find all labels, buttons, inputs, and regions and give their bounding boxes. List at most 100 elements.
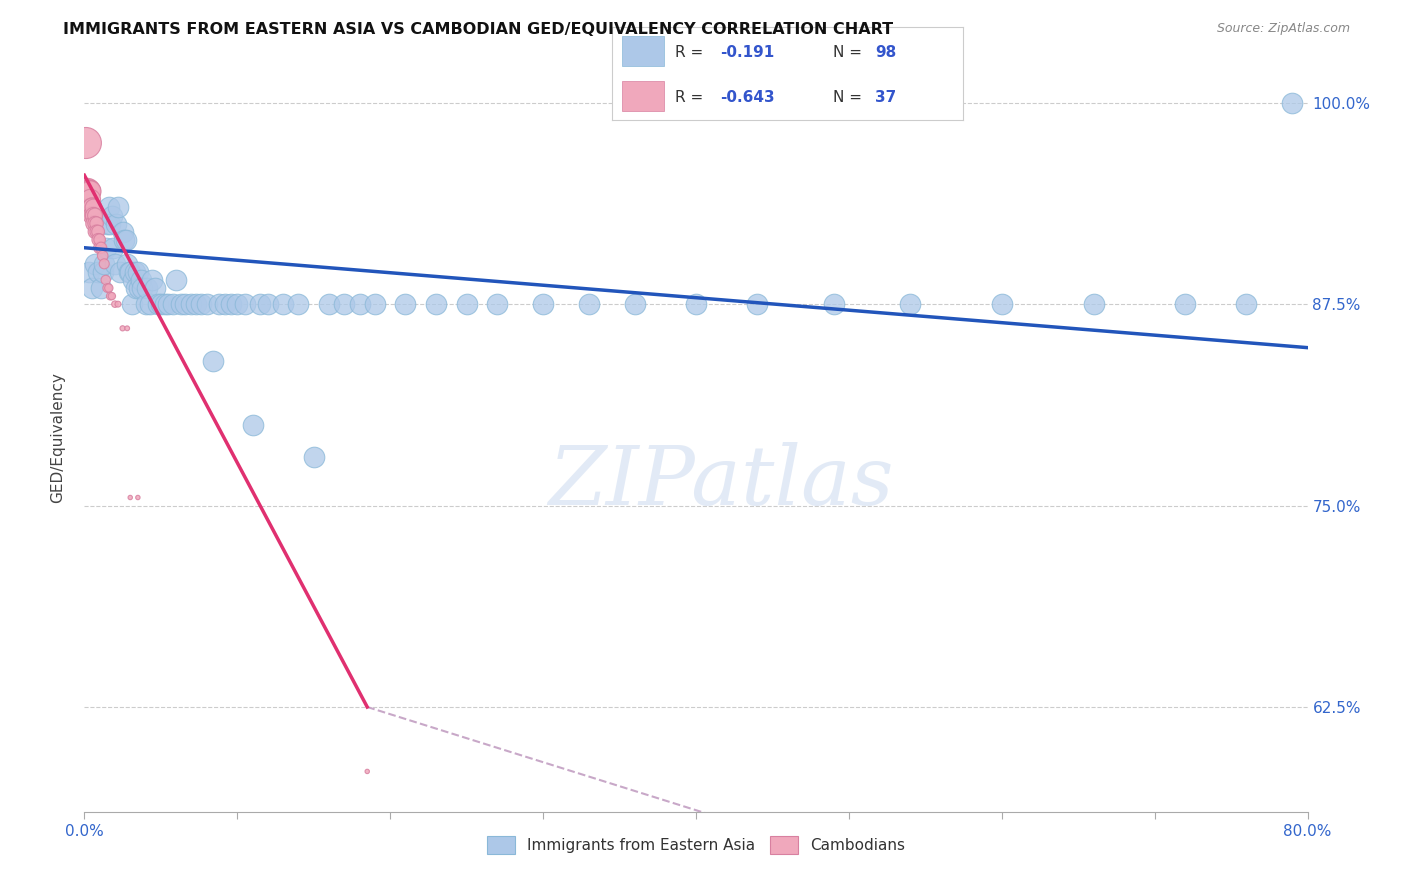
Legend: Immigrants from Eastern Asia, Cambodians: Immigrants from Eastern Asia, Cambodians [481, 830, 911, 860]
Point [129, 273, 152, 287]
Point [823, 297, 845, 311]
Point [84, 257, 107, 271]
Point [120, 491, 142, 505]
Point [135, 297, 157, 311]
Point [80, 201, 103, 215]
Text: IMMIGRANTS FROM EASTERN ASIA VS CAMBODIAN GED/EQUIVALENCY CORRELATION CHART: IMMIGRANTS FROM EASTERN ASIA VS CAMBODIA… [63, 22, 893, 37]
Point [107, 201, 129, 215]
Point [128, 281, 150, 295]
Point [114, 233, 136, 247]
Bar [621, 36, 665, 66]
Point [233, 297, 256, 311]
Point [219, 297, 242, 311]
Point [84, 209, 107, 223]
Point [747, 297, 769, 311]
Point [214, 297, 236, 311]
Point [302, 450, 325, 465]
Point [89, 241, 111, 255]
Point [87, 265, 110, 279]
Point [94, 273, 117, 287]
Y-axis label: GED/Equivalency: GED/Equivalency [51, 372, 66, 502]
Point [91, 265, 114, 279]
Point [101, 209, 124, 223]
Point [115, 257, 138, 271]
Point [146, 297, 169, 311]
Point [83, 201, 105, 215]
Point [97, 201, 120, 215]
Point [87, 225, 110, 239]
Point [121, 297, 143, 311]
Point [155, 297, 177, 311]
Point [94, 241, 117, 255]
Point [333, 297, 356, 311]
Point [898, 297, 921, 311]
Point [107, 297, 129, 311]
Point [80, 209, 103, 223]
Point [111, 321, 134, 335]
Point [90, 241, 112, 255]
Point [349, 297, 371, 311]
Point [101, 289, 124, 303]
Point [77, 265, 100, 279]
Point [1083, 297, 1105, 311]
Point [201, 353, 224, 368]
Point [208, 297, 231, 311]
Point [425, 297, 447, 311]
Point [122, 273, 145, 287]
Text: -0.191: -0.191 [721, 45, 775, 60]
Point [143, 281, 166, 295]
Point [76, 185, 98, 199]
Point [124, 265, 146, 279]
Point [91, 249, 114, 263]
Point [118, 265, 141, 279]
Point [86, 217, 108, 231]
Text: 98: 98 [876, 45, 897, 60]
Point [1236, 297, 1258, 311]
Point [195, 297, 218, 311]
Point [103, 241, 125, 255]
Point [287, 297, 309, 311]
Point [105, 217, 128, 231]
Text: 37: 37 [876, 89, 897, 104]
Point [98, 289, 121, 303]
Point [98, 217, 121, 231]
Point [685, 297, 707, 311]
Point [157, 297, 180, 311]
Point [84, 225, 107, 239]
Point [456, 297, 478, 311]
Point [104, 257, 127, 271]
Point [80, 201, 103, 215]
Point [131, 281, 153, 295]
Point [170, 297, 193, 311]
Point [242, 417, 264, 432]
Point [83, 209, 105, 223]
Point [93, 257, 115, 271]
Point [89, 233, 111, 247]
Point [125, 281, 148, 295]
Point [1174, 297, 1197, 311]
Point [226, 297, 249, 311]
Point [531, 297, 554, 311]
Point [97, 281, 120, 295]
Point [80, 281, 103, 295]
Point [84, 217, 107, 231]
Point [318, 297, 340, 311]
Point [90, 281, 112, 295]
Text: ZIPatlas: ZIPatlas [548, 442, 893, 522]
Point [356, 764, 378, 779]
Point [165, 273, 187, 287]
Point [162, 297, 184, 311]
Point [96, 281, 118, 295]
Point [184, 297, 207, 311]
Text: -0.643: -0.643 [721, 89, 775, 104]
Point [96, 217, 118, 231]
Point [190, 297, 212, 311]
Point [127, 491, 149, 505]
Point [249, 297, 271, 311]
Point [83, 217, 105, 231]
Point [578, 297, 600, 311]
Point [394, 297, 416, 311]
Point [139, 297, 162, 311]
Point [120, 265, 142, 279]
Point [87, 233, 110, 247]
